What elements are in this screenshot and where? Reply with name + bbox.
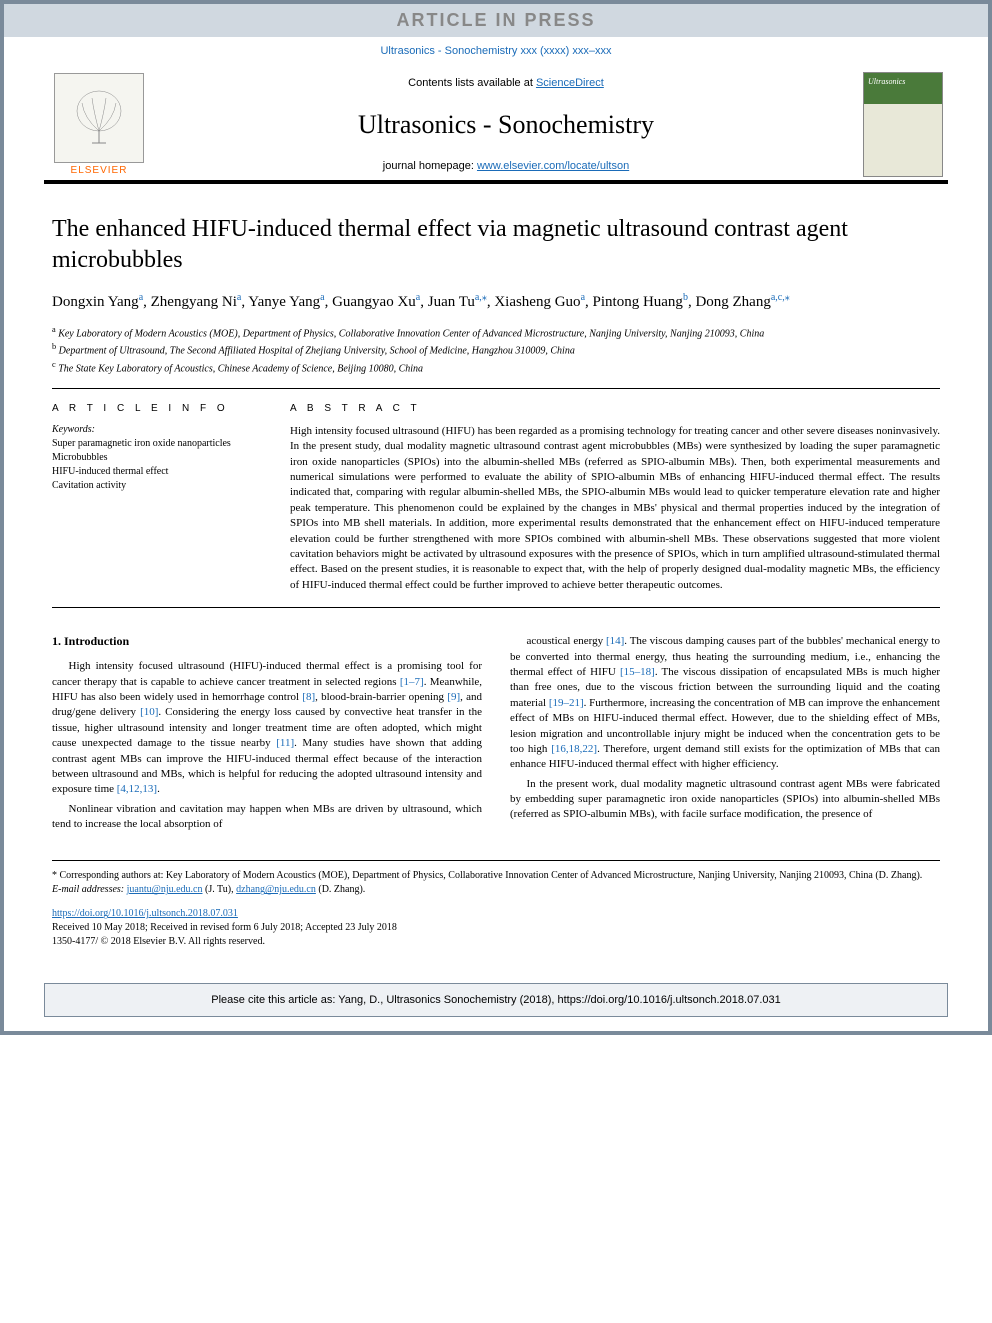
citation-link[interactable]: [9] xyxy=(447,691,460,703)
keyword-item: HIFU-induced thermal effect xyxy=(52,465,262,479)
keyword-item: Cavitation activity xyxy=(52,479,262,493)
copyright-line: 1350-4177/ © 2018 Elsevier B.V. All righ… xyxy=(52,936,265,947)
sciencedirect-link[interactable]: ScienceDirect xyxy=(536,77,604,89)
right-column: acoustical energy [14]. The viscous damp… xyxy=(510,634,940,836)
citation-link[interactable]: [4,12,13] xyxy=(117,783,157,795)
body-paragraph: High intensity focused ultrasound (HIFU)… xyxy=(52,659,482,798)
citation-link[interactable]: [1–7] xyxy=(400,676,424,688)
email-name-2: (D. Zhang). xyxy=(316,884,365,895)
homepage-prefix: journal homepage: xyxy=(383,160,477,172)
journal-header: ELSEVIER Contents lists available at Sci… xyxy=(44,69,948,184)
email-line: E-mail addresses: juantu@nju.edu.cn (J. … xyxy=(52,883,940,897)
body-paragraph: In the present work, dual modality magne… xyxy=(510,777,940,823)
citation-link[interactable]: [8] xyxy=(302,691,315,703)
email-label: E-mail addresses: xyxy=(52,884,127,895)
affiliations: a Key Laboratory of Modern Acoustics (MO… xyxy=(52,324,940,376)
citation-link[interactable]: [16,18,22] xyxy=(551,743,597,755)
abstract-column: A B S T R A C T High intensity focused u… xyxy=(290,403,940,593)
journal-name: Ultrasonics - Sonochemistry xyxy=(164,110,848,140)
authors-line: Dongxin Yanga, Zhengyang Nia, Yanye Yang… xyxy=(52,290,940,314)
body-paragraph: acoustical energy [14]. The viscous damp… xyxy=(510,634,940,773)
email-link-1[interactable]: juantu@nju.edu.cn xyxy=(127,884,203,895)
corresponding-author-note: * Corresponding authors at: Key Laborato… xyxy=(52,869,940,883)
divider xyxy=(52,388,940,389)
email-link-2[interactable]: dzhang@nju.edu.cn xyxy=(236,884,316,895)
email-name-1: (J. Tu), xyxy=(202,884,236,895)
doi-block: https://doi.org/10.1016/j.ultsonch.2018.… xyxy=(52,907,940,949)
article-info-label: A R T I C L E I N F O xyxy=(52,403,262,414)
article-title: The enhanced HIFU-induced thermal effect… xyxy=(52,214,940,276)
elsevier-logo: ELSEVIER xyxy=(44,69,154,180)
intro-heading: 1. Introduction xyxy=(52,634,482,649)
cite-this-article-box: Please cite this article as: Yang, D., U… xyxy=(44,983,948,1017)
keyword-item: Microbubbles xyxy=(52,451,262,465)
article-body: The enhanced HIFU-induced thermal effect… xyxy=(4,184,988,969)
abstract-text: High intensity focused ultrasound (HIFU)… xyxy=(290,424,940,593)
journal-cover: Ultrasonics xyxy=(858,69,948,180)
keyword-item: Super paramagnetic iron oxide nanopartic… xyxy=(52,437,262,451)
abstract-label: A B S T R A C T xyxy=(290,403,940,414)
cover-thumbnail: Ultrasonics xyxy=(863,72,943,177)
body-paragraph: Nonlinear vibration and cavitation may h… xyxy=(52,802,482,833)
article-in-press-banner: ARTICLE IN PRESS xyxy=(4,4,988,37)
footnote-block: * Corresponding authors at: Key Laborato… xyxy=(52,860,940,897)
left-column: 1. Introduction High intensity focused u… xyxy=(52,634,482,836)
citation-link[interactable]: [11] xyxy=(276,737,294,749)
doi-link[interactable]: https://doi.org/10.1016/j.ultsonch.2018.… xyxy=(52,908,238,919)
elsevier-label: ELSEVIER xyxy=(71,165,128,176)
journal-ref-top: Ultrasonics - Sonochemistry xxx (xxxx) x… xyxy=(4,37,988,69)
citation-link[interactable]: [14] xyxy=(606,635,624,647)
citation-link[interactable]: [19–21] xyxy=(549,697,584,709)
keywords-label: Keywords: xyxy=(52,424,262,435)
citation-link[interactable]: [10] xyxy=(140,706,158,718)
main-two-column: 1. Introduction High intensity focused u… xyxy=(52,634,940,836)
contents-line: Contents lists available at ScienceDirec… xyxy=(164,77,848,89)
homepage-link[interactable]: www.elsevier.com/locate/ultson xyxy=(477,160,629,172)
elsevier-tree-icon xyxy=(54,73,144,163)
header-center: Contents lists available at ScienceDirec… xyxy=(154,69,858,180)
divider xyxy=(52,607,940,608)
info-abstract-row: A R T I C L E I N F O Keywords: Super pa… xyxy=(52,403,940,593)
keywords-list: Super paramagnetic iron oxide nanopartic… xyxy=(52,437,262,493)
citation-link[interactable]: [15–18] xyxy=(620,666,655,678)
received-line: Received 10 May 2018; Received in revise… xyxy=(52,922,397,933)
page-wrapper: ARTICLE IN PRESS Ultrasonics - Sonochemi… xyxy=(0,0,992,1035)
article-info-column: A R T I C L E I N F O Keywords: Super pa… xyxy=(52,403,262,593)
homepage-line: journal homepage: www.elsevier.com/locat… xyxy=(164,160,848,172)
contents-prefix: Contents lists available at xyxy=(408,77,536,89)
